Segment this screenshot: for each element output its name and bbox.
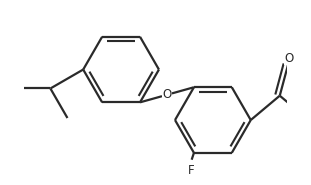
Text: F: F bbox=[188, 164, 195, 177]
Text: O: O bbox=[162, 88, 172, 101]
Text: O: O bbox=[285, 52, 294, 65]
